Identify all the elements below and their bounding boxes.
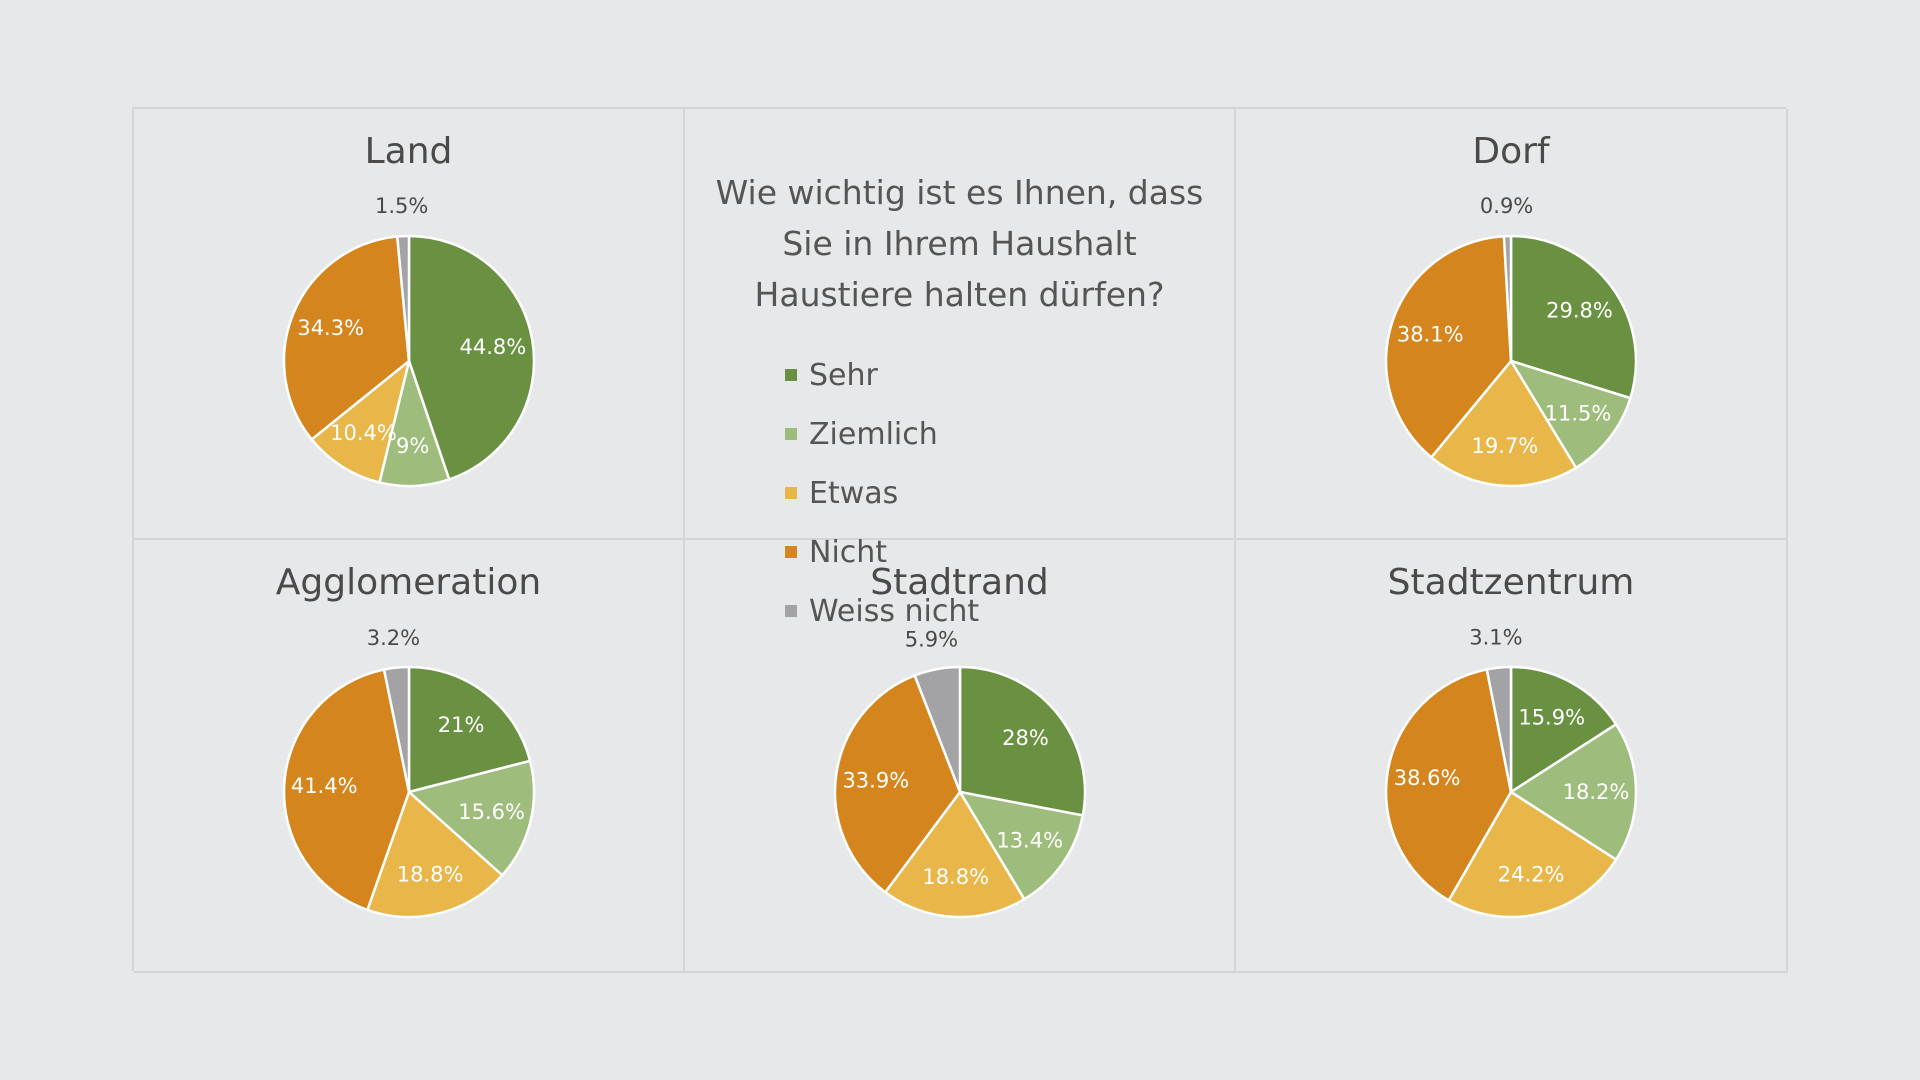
data-label: 29.8% xyxy=(1546,299,1613,323)
data-label: 21% xyxy=(438,713,485,737)
pie-panel-stadtrand: Stadtrand 28% 13.4% 18.8% 33.9% 5.9% xyxy=(685,540,1236,973)
pie-slice-etwas xyxy=(310,359,411,484)
question-panel: Wie wichtig ist es Ihnen, dass Sie in Ih… xyxy=(685,109,1236,629)
legend-label: Ziemlich xyxy=(809,416,938,452)
legend: Sehr Ziemlich Etwas Nicht Weiss nicht xyxy=(785,352,1165,634)
legend-swatch xyxy=(785,369,797,381)
data-label: 1.5% xyxy=(375,194,428,218)
pie-slice-etwas xyxy=(1430,359,1578,488)
pie-chart-land: 44.8% 9%10.4% 34.3% 1.5% xyxy=(282,194,536,488)
legend-swatch xyxy=(785,546,797,558)
data-label: 3.1% xyxy=(1469,626,1522,650)
data-label: 15.9% xyxy=(1518,705,1585,729)
pie-panel-land: Land 44.8% 9% 10.4% 34.3% 1.5% xyxy=(134,109,685,540)
pie-slice-weiss-nicht xyxy=(913,665,962,794)
chart-panel-grid: Land 44.8% 9% 10.4% 34.3% 1.5% Wie wichtig i… xyxy=(132,107,1788,973)
data-label: 34.3% xyxy=(297,316,364,340)
pie-chart-dorf: 29.8% 11.5%19.7% 38.1% 0.9% xyxy=(1384,194,1638,488)
data-label: 0.9% xyxy=(1480,194,1533,218)
pie-slice-nicht xyxy=(1384,668,1513,902)
data-label: 38.6% xyxy=(1394,766,1461,790)
pie-slice-sehr xyxy=(407,665,532,794)
legend-swatch xyxy=(785,428,797,440)
question-line: Haustiere halten dürfen? xyxy=(754,275,1165,314)
pie-slice-sehr xyxy=(407,234,536,481)
chart-title: Stadtrand xyxy=(870,562,1049,603)
legend-label: Sehr xyxy=(809,357,878,393)
data-label: 18.2% xyxy=(1563,780,1630,804)
legend-label: Weiss nicht xyxy=(809,593,980,629)
chart-title: Agglomeration xyxy=(275,562,542,603)
pie-slice-sehr xyxy=(1509,234,1638,400)
pie-slice-weiss-nicht xyxy=(1502,234,1513,363)
data-label: 11.5% xyxy=(1545,401,1612,425)
pie-slice-etwas xyxy=(1447,790,1618,919)
chart-title: Land xyxy=(364,131,453,172)
chart-title: Stadtzentrum xyxy=(1387,562,1635,603)
pie-chart-agglomeration: 21% 15.6% 18.8% 41.4% 3.2% xyxy=(282,626,536,919)
pie-chart-stadtrand: 28% 13.4% 18.8% 33.9% 5.9% xyxy=(833,628,1087,919)
data-label: 41.4% xyxy=(291,774,358,798)
data-label: 18.8% xyxy=(922,865,989,889)
data-label: 38.1% xyxy=(1397,323,1464,347)
pie-slice-nicht xyxy=(282,668,411,912)
data-label: 9% xyxy=(396,434,429,458)
data-label: 3.2% xyxy=(367,626,420,650)
pie-slice-etwas xyxy=(366,790,504,919)
pie-panel-agglomeration: Agglomeration 21% 15.6% 18.8% 41.4% 3.2% xyxy=(134,540,685,973)
pie-slice-ziemlich xyxy=(1509,723,1638,861)
data-label: 28% xyxy=(1002,726,1049,750)
pie-slice-ziemlich xyxy=(958,790,1085,901)
data-label: 19.7% xyxy=(1472,434,1539,458)
data-label: 5.9% xyxy=(905,628,958,652)
question-line: Sie in Ihrem Haushalt xyxy=(782,224,1137,263)
legend-item-weiss-nicht: Weiss nicht xyxy=(785,588,989,634)
data-label: 13.4% xyxy=(996,829,1063,853)
data-label: 44.8% xyxy=(460,335,527,359)
legend-swatch xyxy=(785,487,797,499)
legend-label: Nicht xyxy=(809,534,888,570)
pie-slice-sehr xyxy=(958,665,1087,817)
pie-panel-dorf: Dorf 29.8% 11.5% 19.7% 38.1% 0.9% xyxy=(1236,109,1788,540)
pie-slice-nicht xyxy=(282,235,411,441)
data-label: 15.6% xyxy=(458,800,525,824)
pie-slice-nicht xyxy=(833,674,962,894)
legend-item-sehr: Sehr xyxy=(785,352,989,398)
pie-slice-nicht xyxy=(1384,234,1513,459)
data-label: 10.4% xyxy=(330,421,397,445)
chart-title: Dorf xyxy=(1472,131,1550,172)
data-label: 24.2% xyxy=(1498,863,1565,887)
data-label: 18.8% xyxy=(397,862,464,886)
data-label: 33.9% xyxy=(842,769,909,793)
pie-slice-ziemlich xyxy=(1509,359,1632,470)
pie-slice-weiss-nicht xyxy=(382,665,411,794)
question-line: Wie wichtig ist es Ihnen, dass xyxy=(715,173,1204,212)
pie-panel-stadtzentrum: Stadtzentrum 15.9% 18.2% 24.2% 38.6% 3.1% xyxy=(1236,540,1788,973)
pie-slice-weiss-nicht xyxy=(1485,665,1513,794)
legend-label: Etwas xyxy=(809,475,899,511)
legend-item-nicht: Nicht xyxy=(785,529,989,575)
pie-slice-ziemlich xyxy=(407,759,536,877)
legend-item-etwas: Etwas xyxy=(785,470,989,516)
pie-chart-stadtzentrum: 15.9% 18.2% 24.2% 38.6% 3.1% xyxy=(1384,626,1638,919)
pie-slice-weiss-nicht xyxy=(395,234,411,363)
pie-slice-etwas xyxy=(884,790,1026,919)
legend-item-ziemlich: Ziemlich xyxy=(785,411,989,457)
pie-slice-sehr xyxy=(1509,665,1618,794)
legend-swatch xyxy=(785,605,797,617)
question-text: Wie wichtig ist es Ihnen, dass Sie in Ih… xyxy=(705,167,1214,320)
